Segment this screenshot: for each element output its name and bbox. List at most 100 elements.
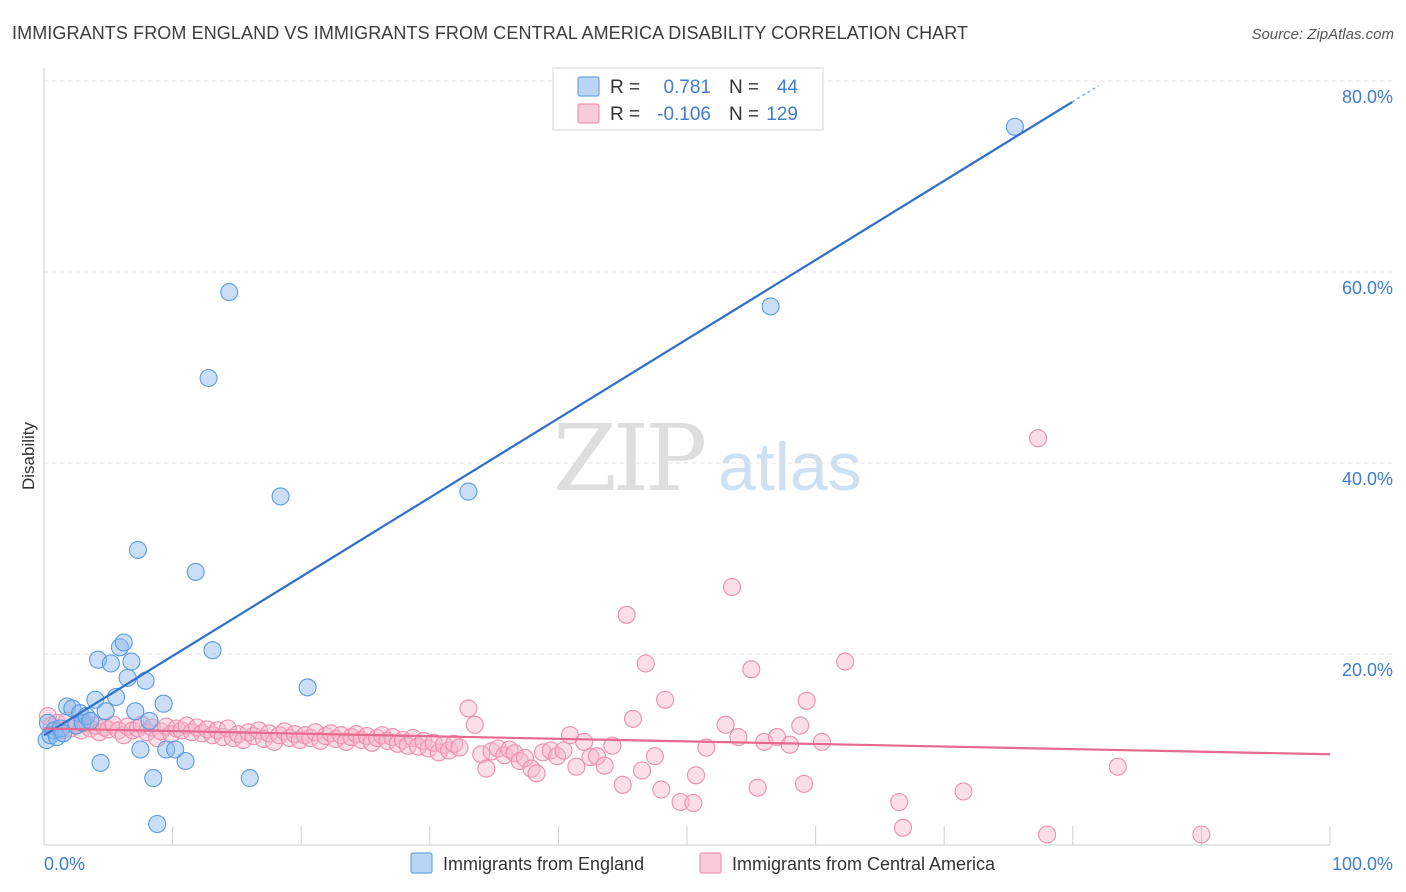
legend-r-value-central-america: -0.106	[657, 104, 711, 125]
point-central-america-116	[684, 793, 703, 813]
point-england-25	[128, 540, 147, 559]
point-central-america-107	[613, 775, 632, 794]
point-england-13	[81, 711, 100, 730]
point-central-america-106	[603, 736, 622, 755]
point-central-america-83	[459, 699, 478, 718]
y-tick-label-80: 80.0%	[1342, 87, 1393, 107]
point-central-america-129	[797, 691, 816, 710]
point-england-17	[96, 702, 115, 721]
point-central-america-135	[1029, 429, 1048, 448]
point-central-america-132	[890, 792, 909, 812]
point-england-24	[126, 702, 145, 721]
point-central-america-55	[311, 731, 330, 750]
chart-title: IMMIGRANTS FROM ENGLAND VS IMMIGRANTS FR…	[12, 23, 968, 43]
point-central-america-131	[836, 652, 855, 671]
point-central-america-118	[697, 738, 716, 757]
point-central-america-60	[337, 732, 356, 751]
point-central-america-130	[812, 732, 832, 751]
point-england-44	[1005, 117, 1024, 136]
point-england-35	[186, 562, 205, 581]
point-central-america-21	[137, 723, 156, 742]
point-central-america-117	[686, 766, 706, 785]
source-label: Source: ZipAtlas.com	[1251, 26, 1394, 43]
point-central-america-109	[623, 709, 643, 728]
point-central-america-95	[527, 764, 546, 783]
point-england-38	[220, 283, 239, 302]
point-england-40	[271, 487, 290, 506]
bottom-legend-label-england: Immigrants from England	[443, 854, 644, 874]
y-axis-label: Disability	[19, 421, 38, 490]
point-england-28	[140, 711, 159, 730]
point-central-america-123	[748, 778, 767, 797]
point-central-america-108	[617, 605, 636, 624]
y-tick-labels: 20.0% 40.0% 60.0% 80.0%	[1342, 87, 1393, 680]
legend-r-label-central-america: R =	[610, 104, 640, 125]
point-central-america-86	[477, 759, 496, 778]
y-tick-label-20: 20.0%	[1342, 660, 1393, 680]
point-central-america-43	[249, 721, 268, 740]
point-central-america-114	[656, 690, 675, 709]
point-england-37	[203, 641, 222, 660]
point-central-america-128	[794, 774, 814, 793]
point-england-26	[131, 740, 150, 759]
point-central-america-110	[632, 761, 652, 780]
legend-r-label-england: R =	[610, 77, 640, 98]
point-central-america-138	[1192, 825, 1211, 844]
x-tick-labels: 0.0% 100.0%	[44, 854, 1393, 874]
watermark: ZIP atlas	[553, 405, 862, 512]
trend-line-central-america	[43, 727, 1331, 756]
point-central-america-133	[893, 818, 913, 837]
point-central-america-56	[316, 727, 335, 746]
point-central-america-102	[575, 732, 594, 751]
grid-lines	[44, 80, 1392, 655]
point-central-america-119	[716, 715, 735, 734]
point-central-america-126	[780, 735, 799, 754]
point-central-america-115	[671, 792, 690, 812]
point-england-31	[154, 694, 173, 713]
x-tick-label-max: 100.0%	[1332, 854, 1393, 874]
bottom-legend-swatch-england	[410, 852, 433, 874]
legend-swatch-england	[577, 76, 600, 97]
x-tick-label-min: 0.0%	[44, 854, 85, 874]
point-central-america-61	[342, 728, 361, 747]
point-central-america-120	[722, 578, 742, 597]
point-central-america-85	[472, 745, 491, 764]
legend-n-label-england: N =	[729, 77, 759, 98]
stats-legend: R = 0.781 N = 44 R = -0.106 N = 129	[552, 67, 824, 131]
point-central-america-54	[306, 723, 325, 742]
point-england-36	[199, 368, 218, 388]
point-central-america-73	[404, 728, 423, 748]
point-central-america-112	[645, 747, 664, 766]
point-central-america-96	[533, 743, 553, 762]
point-england-33	[166, 740, 185, 759]
legend-swatch-central-america	[577, 103, 600, 124]
watermark-atlas: atlas	[718, 429, 862, 505]
bottom-legend-swatch-central-america	[699, 852, 722, 874]
point-england-42	[459, 482, 478, 501]
point-central-america-105	[595, 756, 614, 775]
legend-n-value-central-america: 129	[766, 104, 798, 125]
point-central-america-76	[419, 739, 438, 758]
point-central-america-134	[954, 782, 973, 801]
legend-n-label-central-america: N =	[729, 104, 759, 125]
point-central-america-82	[450, 738, 469, 757]
point-central-america-94	[522, 759, 541, 778]
series-england-points	[37, 117, 1024, 834]
point-england-39	[240, 769, 259, 788]
point-england-43	[761, 297, 780, 316]
point-central-america-113	[652, 780, 671, 799]
point-england-30	[148, 814, 167, 834]
point-england-23	[122, 652, 141, 671]
legend-r-value-england: 0.781	[663, 77, 711, 98]
point-england-16	[91, 753, 110, 772]
bottom-legend-label-central-america: Immigrants from Central America	[732, 854, 996, 874]
point-central-america-136	[1038, 825, 1057, 844]
point-central-america-111	[636, 654, 655, 673]
point-central-america-84	[465, 715, 484, 734]
point-central-america-104	[587, 747, 607, 766]
point-central-america-101	[567, 757, 586, 776]
trend-lines	[43, 85, 1331, 756]
point-central-america-103	[581, 748, 600, 767]
point-central-america-93	[515, 749, 535, 768]
